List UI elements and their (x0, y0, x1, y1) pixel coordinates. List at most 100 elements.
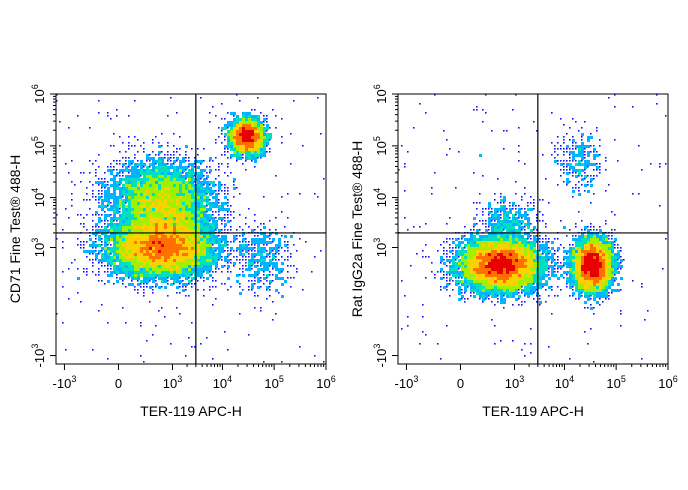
event-cell (503, 226, 506, 229)
event-cell (488, 253, 491, 256)
event-cell (179, 199, 182, 202)
event-cell (143, 274, 146, 277)
event-cell (611, 241, 614, 244)
event-cell (572, 286, 574, 288)
event-cell (461, 262, 464, 265)
event-cell (119, 169, 122, 172)
event-cell (128, 199, 131, 202)
event-cell (107, 256, 110, 259)
event-cell (113, 175, 116, 178)
event-cell (146, 175, 149, 178)
plot-panel-isotype: -103 0 103 104 105 106-103103104105106TER-119… (349, 84, 678, 419)
event-cell (104, 205, 107, 208)
event-cell (473, 274, 476, 277)
event-cell (146, 277, 149, 280)
event-cell (239, 193, 241, 195)
event-cell (497, 259, 500, 262)
event-cell (581, 262, 584, 265)
event-cell (320, 250, 322, 252)
event-cell (254, 253, 257, 256)
event-cell (98, 280, 100, 282)
event-cell (572, 268, 575, 271)
event-cell (197, 211, 200, 214)
event-cell (140, 226, 143, 229)
event-cell (449, 274, 451, 276)
event-cell (257, 157, 259, 159)
event-cell (143, 259, 146, 262)
event-cell (185, 205, 188, 208)
event-cell (182, 274, 185, 277)
event-cell (113, 256, 116, 259)
event-cell (587, 298, 590, 301)
event-cell (449, 262, 451, 264)
event-cell (131, 220, 134, 223)
event-cell (260, 136, 263, 139)
event-cell (512, 280, 515, 283)
event-cell (458, 286, 461, 289)
event-cell (590, 280, 593, 283)
event-cell (599, 274, 602, 277)
event-cell (500, 256, 503, 259)
event-cell (176, 166, 179, 169)
event-cell (575, 280, 578, 283)
event-cell (140, 325, 142, 327)
event-cell (257, 118, 260, 121)
event-cell (125, 169, 128, 172)
event-cell (218, 235, 220, 237)
event-cell (524, 211, 527, 214)
event-cell (446, 259, 449, 262)
event-cell (107, 268, 109, 270)
event-cell (527, 250, 530, 253)
event-cell (491, 268, 494, 271)
event-cell (248, 262, 251, 265)
event-cell (587, 238, 590, 241)
event-cell (245, 244, 248, 247)
event-cell (527, 253, 530, 256)
event-cell (524, 292, 527, 295)
event-cell (173, 208, 176, 211)
event-cell (590, 238, 593, 241)
event-cell (143, 289, 145, 291)
event-cell (137, 172, 140, 175)
event-cell (125, 247, 128, 250)
x-tick-label: -103 (395, 374, 419, 391)
event-cell (143, 211, 146, 214)
event-cell (236, 94, 238, 96)
event-cell (134, 244, 137, 247)
event-cell (200, 202, 203, 205)
event-cell (77, 115, 79, 117)
event-cell (581, 271, 584, 274)
event-cell (590, 181, 592, 183)
event-cell (563, 154, 565, 156)
event-cell (581, 247, 584, 250)
event-cell (134, 241, 137, 244)
event-cell (215, 271, 217, 273)
event-cell (134, 277, 137, 280)
event-cell (197, 259, 200, 262)
event-cell (491, 259, 494, 262)
event-cell (251, 283, 254, 286)
event-cell (173, 145, 175, 147)
event-cell (242, 241, 244, 243)
event-cell (620, 250, 622, 252)
event-cell (599, 250, 602, 253)
event-cell (470, 295, 472, 297)
event-cell (194, 181, 196, 183)
event-cell (62, 247, 64, 249)
event-cell (269, 133, 272, 136)
event-cell (188, 235, 191, 238)
event-cell (587, 247, 590, 250)
event-cell (128, 169, 131, 172)
event-cell (140, 220, 143, 223)
event-cell (143, 148, 145, 150)
event-cell (254, 283, 256, 285)
event-cell (137, 196, 140, 199)
event-cell (227, 265, 230, 268)
event-cell (596, 130, 598, 132)
event-cell (176, 178, 179, 181)
event-cell (482, 295, 485, 298)
event-cell (521, 274, 524, 277)
event-cell (269, 271, 271, 273)
event-cell (185, 265, 188, 268)
event-cell (269, 253, 271, 255)
